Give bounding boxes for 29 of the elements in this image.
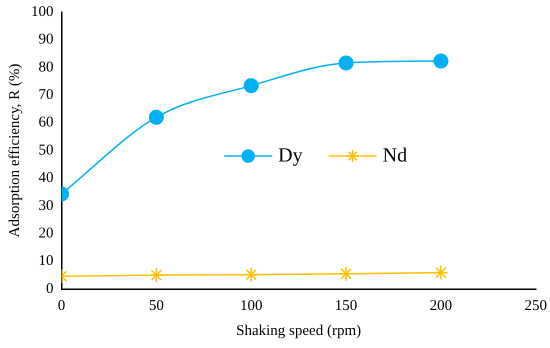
y-axis-title: Adsorption efficiency, R (%) bbox=[6, 64, 23, 238]
x-tick-label: 250 bbox=[524, 298, 547, 314]
y-tick-label: 50 bbox=[38, 142, 54, 158]
x-tick-label: 100 bbox=[240, 298, 262, 314]
point bbox=[338, 266, 354, 282]
point bbox=[148, 267, 164, 283]
y-tick-label: 100 bbox=[31, 4, 54, 20]
point bbox=[433, 54, 448, 69]
x-tick-label: 50 bbox=[148, 298, 164, 314]
y-tick-label: 30 bbox=[38, 198, 54, 214]
y-tick-label: 40 bbox=[38, 170, 54, 186]
point bbox=[148, 110, 164, 125]
legend-label: Dy bbox=[278, 144, 303, 166]
y-tick-label: 60 bbox=[38, 114, 54, 131]
x-tick-label: 150 bbox=[334, 298, 358, 314]
x-tick-label: 0 bbox=[58, 298, 66, 314]
y-tick-label: 70 bbox=[38, 87, 54, 104]
x-axis-title: Shaking speed (rpm) bbox=[236, 322, 362, 339]
y-tick-label: 80 bbox=[38, 59, 54, 76]
legend-label: Nd bbox=[382, 144, 408, 166]
point bbox=[244, 78, 259, 94]
point bbox=[433, 264, 449, 280]
y-tick-label: 0 bbox=[46, 280, 54, 297]
y-tick-label: 20 bbox=[38, 226, 54, 242]
point bbox=[243, 266, 259, 282]
point bbox=[338, 55, 354, 70]
y-tick-label: 90 bbox=[38, 32, 54, 48]
y-tick-label: 10 bbox=[38, 253, 54, 270]
x-tick-label: 200 bbox=[430, 298, 452, 314]
